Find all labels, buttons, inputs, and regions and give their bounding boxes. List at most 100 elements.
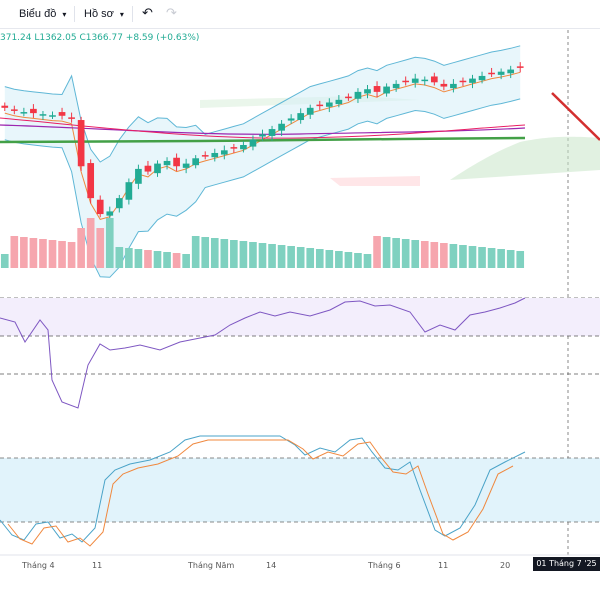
- candle-body: [497, 71, 505, 75]
- volume-bar: [230, 240, 238, 268]
- candle-body: [421, 79, 429, 82]
- toolbar-divider: [74, 6, 75, 22]
- candle-body: [364, 89, 371, 94]
- rsi-line: [0, 297, 526, 409]
- volume-bar: [430, 242, 439, 268]
- volume-bar: [239, 241, 248, 268]
- volume-bar: [335, 251, 343, 268]
- volume-bar: [268, 244, 276, 268]
- x-axis-label: Tháng 6: [367, 561, 401, 570]
- undo-icon[interactable]: ↶: [142, 5, 153, 20]
- volume-bar: [478, 247, 486, 268]
- volume-bar: [373, 236, 381, 268]
- volume-bar: [325, 250, 334, 268]
- volume-bar: [344, 252, 353, 268]
- candle-body: [173, 157, 180, 167]
- volume-bar: [315, 249, 324, 268]
- candle-body: [383, 86, 390, 94]
- candle-body: [125, 182, 133, 200]
- volume-bar: [144, 250, 152, 268]
- candle-body: [249, 139, 257, 147]
- current-date-badge: 01 Tháng 7 '25: [533, 557, 600, 571]
- volume-bar: [115, 247, 124, 268]
- chart-menu-button[interactable]: Biểu đồ ▾: [19, 6, 66, 22]
- volume-bar: [487, 248, 496, 268]
- candle-body: [77, 120, 85, 167]
- volume-bar: [125, 248, 133, 268]
- candle-body: [96, 199, 104, 215]
- volume-bar: [363, 254, 372, 268]
- volume-bar: [506, 250, 515, 268]
- volume-bar: [77, 228, 85, 268]
- candle-body: [440, 83, 448, 87]
- candle-body: [306, 107, 314, 115]
- stoch-band: [0, 458, 600, 522]
- volume-bar: [287, 246, 295, 268]
- candle-body: [58, 112, 66, 116]
- ma-purple: [0, 124, 526, 135]
- candle-body: [335, 99, 343, 105]
- candle-body: [49, 115, 56, 117]
- candle-body: [488, 72, 495, 75]
- candle-body: [115, 198, 123, 209]
- volume-bar: [392, 238, 400, 268]
- volume-bar: [220, 239, 229, 268]
- volume-bar: [201, 237, 210, 268]
- volume-bar: [105, 218, 114, 268]
- volume-bar: [86, 218, 95, 268]
- candle-body: [211, 152, 219, 158]
- candle-body: [230, 147, 238, 149]
- rsi-band: [0, 298, 600, 336]
- candle-body: [507, 69, 515, 74]
- volume-bar: [163, 252, 171, 268]
- volume-bar: [449, 244, 458, 268]
- volume-bar: [39, 239, 47, 268]
- candle-body: [20, 112, 28, 114]
- volume-bar: [468, 246, 477, 268]
- volume-bar: [420, 241, 429, 268]
- candle-body: [1, 105, 9, 108]
- volume-bar: [249, 242, 257, 268]
- volume-bar: [401, 239, 410, 268]
- candle-body: [30, 108, 37, 114]
- cloud-area: [450, 136, 600, 180]
- candle-body: [373, 86, 381, 92]
- x-axis-label: 11: [92, 561, 102, 570]
- volume-bar: [48, 240, 57, 268]
- candle-body: [68, 117, 75, 119]
- candle-body: [192, 158, 200, 166]
- chart-toolbar: Biểu đồ ▾ Hồ sơ ▾ ↶ ↷: [0, 0, 600, 29]
- candle-body: [135, 168, 142, 184]
- candle-body: [354, 91, 362, 99]
- candle-body: [268, 129, 276, 136]
- volume-bar: [411, 240, 420, 268]
- volume-bar: [306, 248, 315, 268]
- stoch-d-line: [7, 439, 514, 547]
- volume-bar: [172, 253, 181, 268]
- volume-bar: [67, 242, 76, 268]
- volume-bar: [440, 243, 448, 268]
- candle-body: [10, 109, 18, 111]
- x-axis-label: 14: [266, 561, 276, 570]
- volume-bar: [296, 247, 305, 268]
- candle-body: [287, 118, 295, 121]
- volume-bar: [153, 251, 162, 268]
- candle-body: [450, 83, 457, 89]
- volume-bar: [96, 228, 105, 268]
- ohlc-readout: 371.24 L1362.05 C1366.77 +8.59 (+0.63%): [0, 33, 200, 43]
- stoch-k-line: [0, 435, 526, 543]
- candle-body: [430, 76, 438, 83]
- volume-bar: [182, 254, 190, 268]
- redo-icon[interactable]: ↷: [166, 5, 177, 20]
- volume-bar: [210, 238, 219, 268]
- candle-body: [154, 163, 161, 174]
- volume-bar: [58, 241, 66, 268]
- volume-bar: [354, 253, 362, 268]
- chevron-down-icon: ▾: [119, 9, 124, 19]
- profile-menu-button[interactable]: Hồ sơ ▾: [84, 6, 124, 22]
- candle-body: [144, 165, 152, 172]
- candle-body: [345, 96, 352, 99]
- toolbar-divider: [132, 6, 133, 22]
- candle-body: [39, 114, 47, 116]
